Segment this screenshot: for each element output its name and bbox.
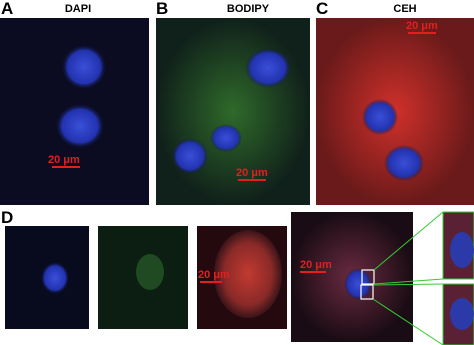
cell — [214, 230, 282, 318]
zoom-line — [373, 278, 444, 285]
scale-label: 20 μm — [406, 20, 438, 32]
nucleus — [384, 145, 424, 181]
lipid-signal — [136, 254, 164, 290]
nucleus — [41, 262, 69, 294]
panel-title: BODIPY — [227, 3, 270, 15]
nucleus — [172, 138, 208, 174]
scale-label: 20 μm — [236, 167, 268, 179]
zoom-line — [372, 298, 444, 345]
nucleus — [344, 268, 372, 300]
nucleus — [450, 232, 474, 268]
panel-letter: B — [156, 0, 168, 18]
zoom-line — [372, 283, 444, 286]
image — [156, 18, 310, 205]
nucleus — [56, 104, 104, 148]
panel-letter: A — [1, 0, 13, 18]
nucleus — [362, 99, 398, 135]
zoom-box — [360, 284, 374, 300]
nucleus — [210, 124, 242, 152]
scale-label: 20 μm — [198, 269, 230, 281]
zoom-box — [361, 269, 375, 285]
panel-letter: D — [1, 208, 13, 227]
panel-letter: C — [316, 0, 328, 18]
nucleus — [450, 298, 474, 330]
scale-label: 20 μm — [300, 259, 332, 271]
nucleus — [62, 45, 106, 89]
nucleus — [245, 48, 291, 88]
panel-title: CEH — [393, 3, 416, 15]
scale-label: 20 μm — [48, 154, 80, 166]
zoom-line — [373, 211, 444, 271]
panel-title: DAPI — [65, 3, 91, 15]
